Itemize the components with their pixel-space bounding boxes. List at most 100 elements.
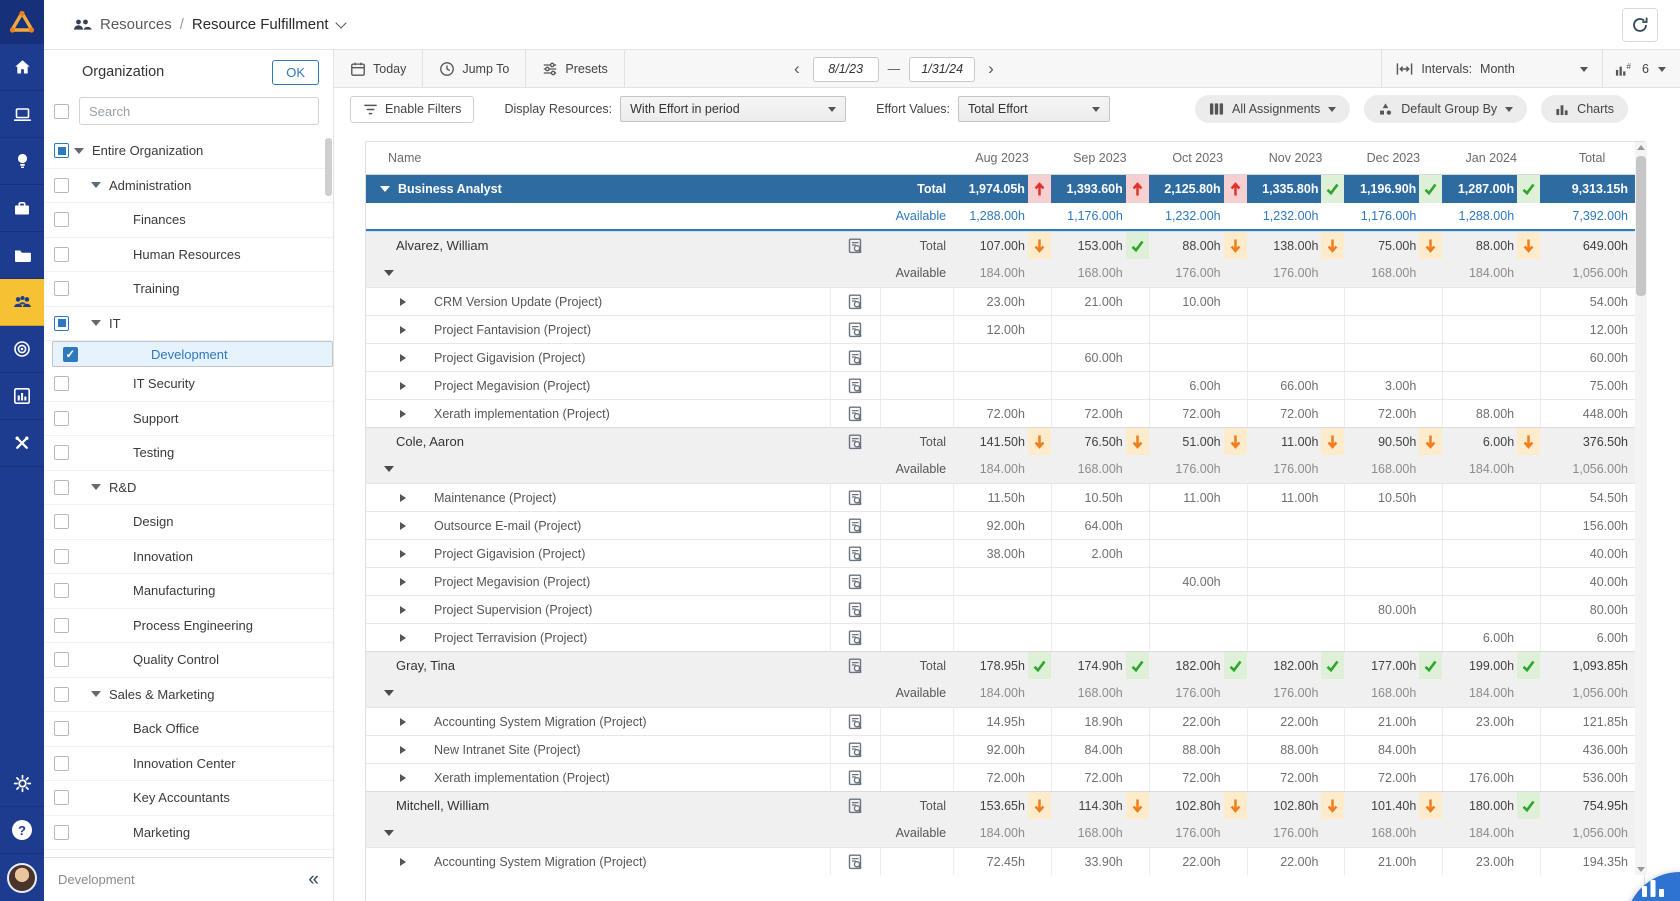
expand-caret-icon[interactable] <box>400 606 406 614</box>
tree-item-manufacturing[interactable]: Manufacturing <box>44 574 333 609</box>
project-row[interactable]: Project Fantavision (Project) 12.00h12.0… <box>366 315 1644 343</box>
checkbox-off[interactable] <box>54 687 69 702</box>
tree-item-testing[interactable]: Testing <box>44 436 333 471</box>
tree-item-administration[interactable]: Administration <box>44 169 333 204</box>
assignment-details-icon[interactable] <box>848 546 863 562</box>
project-row[interactable]: Project Gigavision (Project) 38.00h2.00h… <box>366 539 1644 567</box>
rail-item-tools[interactable] <box>0 420 44 467</box>
rail-item-idea[interactable] <box>0 138 44 185</box>
assignment-details-icon[interactable] <box>848 714 863 730</box>
collapse-caret-icon[interactable] <box>380 186 390 192</box>
assignment-details-icon[interactable] <box>848 630 863 646</box>
tree-item-key-accountants[interactable]: Key Accountants <box>44 781 333 816</box>
project-row[interactable]: Xerath implementation (Project) 72.00h72… <box>366 399 1644 427</box>
checkbox-off[interactable] <box>54 721 69 736</box>
expand-caret-icon[interactable] <box>400 858 406 866</box>
assignment-details-icon[interactable] <box>848 602 863 618</box>
assignments-dropdown[interactable]: All Assignments <box>1195 95 1350 123</box>
checkbox-off[interactable] <box>54 247 69 262</box>
assignment-details-icon[interactable] <box>848 406 863 422</box>
tree-item-marketing[interactable]: Marketing <box>44 816 333 851</box>
rail-item-home[interactable] <box>0 44 44 91</box>
tree-caret-icon[interactable] <box>74 148 84 154</box>
intervals-dropdown[interactable]: Intervals: Month <box>1382 62 1602 76</box>
checkbox-off[interactable] <box>54 756 69 771</box>
group-row-total[interactable]: Business Analyst Total1,974.05h1,393.60h… <box>366 175 1644 203</box>
checkbox-off[interactable] <box>54 212 69 227</box>
resource-details-icon[interactable] <box>848 658 863 674</box>
refresh-button[interactable] <box>1622 8 1658 42</box>
rail-item-target[interactable] <box>0 326 44 373</box>
expand-caret-icon[interactable] <box>400 494 406 502</box>
select-all-checkbox[interactable] <box>54 104 69 119</box>
expand-caret-icon[interactable] <box>400 718 406 726</box>
next-period-button[interactable]: › <box>984 59 998 79</box>
rail-item-resources-people[interactable] <box>0 279 44 326</box>
scrollbar-thumb[interactable] <box>1636 156 1646 296</box>
assignment-details-icon[interactable] <box>848 350 863 366</box>
tree-item-back-office[interactable]: Back Office <box>44 712 333 747</box>
rail-item-devices[interactable] <box>0 91 44 138</box>
tree-item-it[interactable]: IT <box>44 307 333 342</box>
expand-caret-icon[interactable] <box>400 634 406 642</box>
tree-item-process-engineering[interactable]: Process Engineering <box>44 609 333 644</box>
checkbox-off[interactable] <box>54 549 69 564</box>
tree-item-design[interactable]: Design <box>44 505 333 540</box>
checkbox-off[interactable] <box>54 618 69 633</box>
project-row[interactable]: New Intranet Site (Project) 92.00h84.00h… <box>366 735 1644 763</box>
user-avatar[interactable] <box>0 854 44 901</box>
collapse-sidebar-icon[interactable]: « <box>308 870 319 889</box>
collapse-caret-icon[interactable] <box>384 270 394 276</box>
rail-item-briefcase[interactable] <box>0 185 44 232</box>
project-row[interactable]: Xerath implementation (Project) 72.00h72… <box>366 763 1644 791</box>
expand-caret-icon[interactable] <box>400 354 406 362</box>
checkbox-off[interactable] <box>54 281 69 296</box>
expand-caret-icon[interactable] <box>400 746 406 754</box>
project-row[interactable]: Project Megavision (Project) 6.00h66.00h… <box>366 371 1644 399</box>
tree-item-innovation-center[interactable]: Innovation Center <box>44 747 333 782</box>
tree-item-finances[interactable]: Finances <box>44 203 333 238</box>
assignment-details-icon[interactable] <box>848 770 863 786</box>
display-resources-select[interactable]: With Effort in period <box>620 96 846 122</box>
breadcrumb-page[interactable]: Resource Fulfillment <box>192 16 329 33</box>
project-row[interactable]: Project Supervision (Project) 80.00h80.0… <box>366 595 1644 623</box>
jump-to-button[interactable]: Jump To <box>423 50 526 87</box>
charts-button[interactable]: Charts <box>1541 95 1628 123</box>
column-header-total[interactable]: Total <box>1540 151 1644 165</box>
checkbox-partial[interactable] <box>54 316 69 331</box>
interval-count-dropdown[interactable]: # 6 <box>1603 62 1680 77</box>
column-header-month[interactable]: Jan 2024 <box>1442 151 1540 165</box>
person-row-total[interactable]: Gray, Tina Total178.95h174.90h182.00h182… <box>366 651 1644 679</box>
checkbox-partial[interactable] <box>54 143 69 158</box>
checkbox-off[interactable] <box>54 411 69 426</box>
effort-values-select[interactable]: Total Effort <box>958 96 1110 122</box>
resource-details-icon[interactable] <box>848 238 863 254</box>
help-icon[interactable]: ? <box>0 807 44 854</box>
checkbox-on[interactable] <box>63 347 78 362</box>
expand-caret-icon[interactable] <box>400 326 406 334</box>
tree-item-training[interactable]: Training <box>44 272 333 307</box>
table-scrollbar[interactable] <box>1635 142 1647 875</box>
rail-item-projects-folder[interactable] <box>0 232 44 279</box>
assignment-details-icon[interactable] <box>848 322 863 338</box>
assignment-details-icon[interactable] <box>848 294 863 310</box>
settings-gear-icon[interactable] <box>0 760 44 807</box>
date-to-input[interactable] <box>909 57 975 82</box>
checkbox-off[interactable] <box>54 178 69 193</box>
checkbox-off[interactable] <box>54 376 69 391</box>
expand-caret-icon[interactable] <box>400 550 406 558</box>
resource-details-icon[interactable] <box>848 798 863 814</box>
project-row[interactable]: Accounting System Migration (Project) 14… <box>366 707 1644 735</box>
project-row[interactable]: Project Gigavision (Project) 60.00h60.00… <box>366 343 1644 371</box>
rail-item-analytics[interactable] <box>0 373 44 420</box>
tree-caret-icon[interactable] <box>91 182 101 188</box>
project-row[interactable]: Project Megavision (Project) 40.00h40.00… <box>366 567 1644 595</box>
resource-details-icon[interactable] <box>848 434 863 450</box>
collapse-caret-icon[interactable] <box>384 466 394 472</box>
tree-item-quality-control[interactable]: Quality Control <box>44 643 333 678</box>
checkbox-off[interactable] <box>54 652 69 667</box>
person-row-total[interactable]: Mitchell, William Total153.65h114.30h102… <box>366 791 1644 819</box>
assignment-details-icon[interactable] <box>848 518 863 534</box>
tree-item-development[interactable]: Development <box>52 341 333 367</box>
project-row[interactable]: Accounting System Migration (Project) 72… <box>366 847 1644 875</box>
